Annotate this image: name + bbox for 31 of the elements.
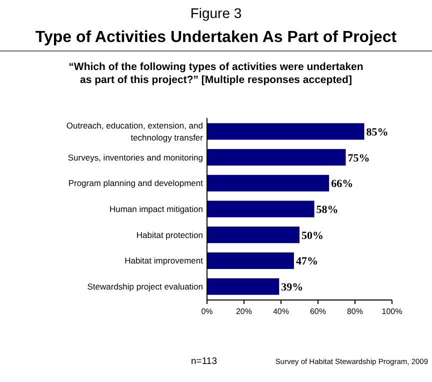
x-tick-label: 20% bbox=[236, 307, 252, 316]
bar bbox=[207, 278, 280, 295]
data-label: 50% bbox=[302, 230, 324, 242]
data-label: 39% bbox=[281, 282, 304, 294]
data-label: 66% bbox=[331, 178, 354, 190]
y-tick-label: Human impact mitigation bbox=[109, 204, 204, 214]
y-tick-label: Stewardship project evaluation bbox=[87, 282, 204, 292]
y-tick-label: Program planning and development bbox=[68, 178, 204, 188]
x-tick-label: 60% bbox=[310, 307, 326, 316]
data-label: 58% bbox=[316, 204, 338, 216]
x-tick-label: 40% bbox=[272, 307, 290, 316]
y-tick-label: Habitat protection bbox=[136, 230, 204, 240]
chart-title: Type of Activities Undertaken As Part of Project bbox=[35, 29, 398, 46]
bar bbox=[207, 200, 314, 218]
y-tick-label: Surveys, inventories and monitoring bbox=[68, 152, 204, 162]
data-label: 75% bbox=[348, 152, 370, 164]
bar bbox=[207, 226, 300, 244]
data-label: 47% bbox=[296, 256, 318, 268]
data-label: 85% bbox=[366, 126, 388, 138]
bar bbox=[207, 149, 346, 166]
y-tick-label: Outreach, education, extension, and technology transfer bbox=[66, 120, 204, 142]
y-tick-label: Habitat improvement bbox=[124, 256, 204, 266]
x-tick-label: 100% bbox=[382, 307, 402, 316]
chart-subtitle: “Which of the following types of activities were undertaken as part of this project?” [Multiple responses accepted] bbox=[68, 61, 364, 86]
x-tick-label: 80% bbox=[346, 307, 364, 316]
x-tick-label: 0% bbox=[201, 307, 213, 316]
bar bbox=[207, 174, 330, 192]
caption: Figure 3 bbox=[190, 5, 242, 21]
bar bbox=[207, 252, 294, 269]
bar bbox=[207, 123, 364, 140]
text: n=113 bbox=[191, 356, 217, 367]
